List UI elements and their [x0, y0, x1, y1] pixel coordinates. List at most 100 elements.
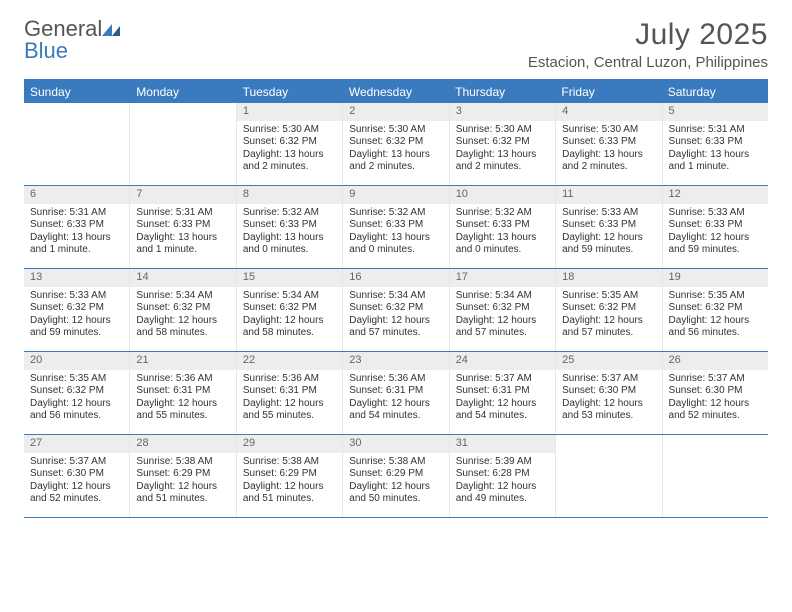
- calendar-cell: 19Sunrise: 5:35 AMSunset: 6:32 PMDayligh…: [662, 269, 768, 351]
- daylight-line: Daylight: 12 hours and 54 minutes.: [349, 398, 442, 423]
- weekday-row: SundayMondayTuesdayWednesdayThursdayFrid…: [24, 81, 768, 103]
- day-number: 27: [24, 435, 129, 453]
- daylight-line: Daylight: 12 hours and 59 minutes.: [562, 232, 655, 257]
- calendar-cell: 9Sunrise: 5:32 AMSunset: 6:33 PMDaylight…: [342, 186, 448, 268]
- day-number: 22: [237, 352, 342, 370]
- sunset-line: Sunset: 6:32 PM: [243, 136, 336, 149]
- day-number: 9: [343, 186, 448, 204]
- daylight-line: Daylight: 12 hours and 55 minutes.: [243, 398, 336, 423]
- sunset-line: Sunset: 6:30 PM: [669, 385, 762, 398]
- daylight-line: Daylight: 13 hours and 1 minute.: [136, 232, 229, 257]
- calendar-cell: 2Sunrise: 5:30 AMSunset: 6:32 PMDaylight…: [342, 103, 448, 185]
- daylight-line: Daylight: 12 hours and 57 minutes.: [456, 315, 549, 340]
- day-number: 12: [663, 186, 768, 204]
- day-number: 10: [450, 186, 555, 204]
- day-text: Sunrise: 5:34 AMSunset: 6:32 PMDaylight:…: [343, 287, 448, 344]
- day-number: 5: [663, 103, 768, 121]
- sunset-line: Sunset: 6:31 PM: [456, 385, 549, 398]
- day-text: Sunrise: 5:31 AMSunset: 6:33 PMDaylight:…: [663, 121, 768, 178]
- day-number: 19: [663, 269, 768, 287]
- daylight-line: Daylight: 12 hours and 58 minutes.: [136, 315, 229, 340]
- calendar-cell: 20Sunrise: 5:35 AMSunset: 6:32 PMDayligh…: [24, 352, 129, 434]
- day-number: 13: [24, 269, 129, 287]
- sunset-line: Sunset: 6:33 PM: [243, 219, 336, 232]
- sunrise-line: Sunrise: 5:38 AM: [243, 456, 336, 469]
- daylight-line: Daylight: 12 hours and 57 minutes.: [349, 315, 442, 340]
- location: Estacion, Central Luzon, Philippines: [528, 54, 768, 71]
- logo-text: General Blue: [24, 18, 122, 62]
- sunset-line: Sunset: 6:33 PM: [562, 136, 655, 149]
- logo-mark-icon: [102, 22, 122, 36]
- daylight-line: Daylight: 13 hours and 1 minute.: [30, 232, 123, 257]
- day-text: Sunrise: 5:38 AMSunset: 6:29 PMDaylight:…: [237, 453, 342, 510]
- day-number: 20: [24, 352, 129, 370]
- calendar-cell: 27Sunrise: 5:37 AMSunset: 6:30 PMDayligh…: [24, 435, 129, 517]
- daylight-line: Daylight: 13 hours and 0 minutes.: [456, 232, 549, 257]
- day-number: 1: [237, 103, 342, 121]
- sunset-line: Sunset: 6:33 PM: [669, 136, 762, 149]
- sunrise-line: Sunrise: 5:37 AM: [669, 373, 762, 386]
- sunset-line: Sunset: 6:30 PM: [30, 468, 123, 481]
- calendar-cell: 24Sunrise: 5:37 AMSunset: 6:31 PMDayligh…: [449, 352, 555, 434]
- sunrise-line: Sunrise: 5:38 AM: [136, 456, 229, 469]
- sunrise-line: Sunrise: 5:32 AM: [243, 207, 336, 220]
- weekday-header: Tuesday: [237, 81, 343, 103]
- daylight-line: Daylight: 13 hours and 1 minute.: [669, 149, 762, 174]
- sunset-line: Sunset: 6:32 PM: [669, 302, 762, 315]
- calendar-cell: 4Sunrise: 5:30 AMSunset: 6:33 PMDaylight…: [555, 103, 661, 185]
- day-text: Sunrise: 5:35 AMSunset: 6:32 PMDaylight:…: [663, 287, 768, 344]
- day-text: Sunrise: 5:35 AMSunset: 6:32 PMDaylight:…: [556, 287, 661, 344]
- daylight-line: Daylight: 12 hours and 51 minutes.: [243, 481, 336, 506]
- day-number: 14: [130, 269, 235, 287]
- day-text: Sunrise: 5:33 AMSunset: 6:33 PMDaylight:…: [556, 204, 661, 261]
- sunrise-line: Sunrise: 5:39 AM: [456, 456, 549, 469]
- day-text: Sunrise: 5:33 AMSunset: 6:33 PMDaylight:…: [663, 204, 768, 261]
- sunrise-line: Sunrise: 5:32 AM: [456, 207, 549, 220]
- calendar-week: 6Sunrise: 5:31 AMSunset: 6:33 PMDaylight…: [24, 186, 768, 269]
- day-text: Sunrise: 5:30 AMSunset: 6:32 PMDaylight:…: [343, 121, 448, 178]
- sunrise-line: Sunrise: 5:33 AM: [562, 207, 655, 220]
- day-text: Sunrise: 5:30 AMSunset: 6:33 PMDaylight:…: [556, 121, 661, 178]
- sunrise-line: Sunrise: 5:33 AM: [669, 207, 762, 220]
- day-text: Sunrise: 5:37 AMSunset: 6:30 PMDaylight:…: [663, 370, 768, 427]
- sunrise-line: Sunrise: 5:31 AM: [669, 124, 762, 137]
- sunset-line: Sunset: 6:31 PM: [243, 385, 336, 398]
- calendar-cell: 11Sunrise: 5:33 AMSunset: 6:33 PMDayligh…: [555, 186, 661, 268]
- sunset-line: Sunset: 6:32 PM: [456, 302, 549, 315]
- day-number: 30: [343, 435, 448, 453]
- sunset-line: Sunset: 6:33 PM: [456, 219, 549, 232]
- sunset-line: Sunset: 6:32 PM: [136, 302, 229, 315]
- day-number: 28: [130, 435, 235, 453]
- calendar-body: ..1Sunrise: 5:30 AMSunset: 6:32 PMDaylig…: [24, 103, 768, 518]
- daylight-line: Daylight: 13 hours and 2 minutes.: [562, 149, 655, 174]
- daylight-line: Daylight: 12 hours and 52 minutes.: [669, 398, 762, 423]
- weekday-header: Monday: [130, 81, 236, 103]
- day-number: 17: [450, 269, 555, 287]
- calendar-cell: 14Sunrise: 5:34 AMSunset: 6:32 PMDayligh…: [129, 269, 235, 351]
- title-block: July 2025 Estacion, Central Luzon, Phili…: [528, 18, 768, 71]
- sunrise-line: Sunrise: 5:30 AM: [456, 124, 549, 137]
- sunset-line: Sunset: 6:32 PM: [243, 302, 336, 315]
- sunrise-line: Sunrise: 5:32 AM: [349, 207, 442, 220]
- daylight-line: Daylight: 12 hours and 59 minutes.: [30, 315, 123, 340]
- day-text: Sunrise: 5:38 AMSunset: 6:29 PMDaylight:…: [130, 453, 235, 510]
- day-text: Sunrise: 5:35 AMSunset: 6:32 PMDaylight:…: [24, 370, 129, 427]
- sunset-line: Sunset: 6:30 PM: [562, 385, 655, 398]
- sunrise-line: Sunrise: 5:37 AM: [456, 373, 549, 386]
- calendar-cell: 28Sunrise: 5:38 AMSunset: 6:29 PMDayligh…: [129, 435, 235, 517]
- daylight-line: Daylight: 12 hours and 55 minutes.: [136, 398, 229, 423]
- logo: General Blue: [24, 18, 122, 62]
- day-text: Sunrise: 5:38 AMSunset: 6:29 PMDaylight:…: [343, 453, 448, 510]
- sunrise-line: Sunrise: 5:30 AM: [349, 124, 442, 137]
- sunset-line: Sunset: 6:32 PM: [562, 302, 655, 315]
- calendar-cell: 29Sunrise: 5:38 AMSunset: 6:29 PMDayligh…: [236, 435, 342, 517]
- day-text: Sunrise: 5:32 AMSunset: 6:33 PMDaylight:…: [237, 204, 342, 261]
- daylight-line: Daylight: 12 hours and 58 minutes.: [243, 315, 336, 340]
- day-number: 11: [556, 186, 661, 204]
- sunrise-line: Sunrise: 5:35 AM: [30, 373, 123, 386]
- calendar-cell: 12Sunrise: 5:33 AMSunset: 6:33 PMDayligh…: [662, 186, 768, 268]
- sunrise-line: Sunrise: 5:36 AM: [136, 373, 229, 386]
- logo-word2: Blue: [24, 38, 68, 63]
- calendar-cell: .: [129, 103, 235, 185]
- day-number: 25: [556, 352, 661, 370]
